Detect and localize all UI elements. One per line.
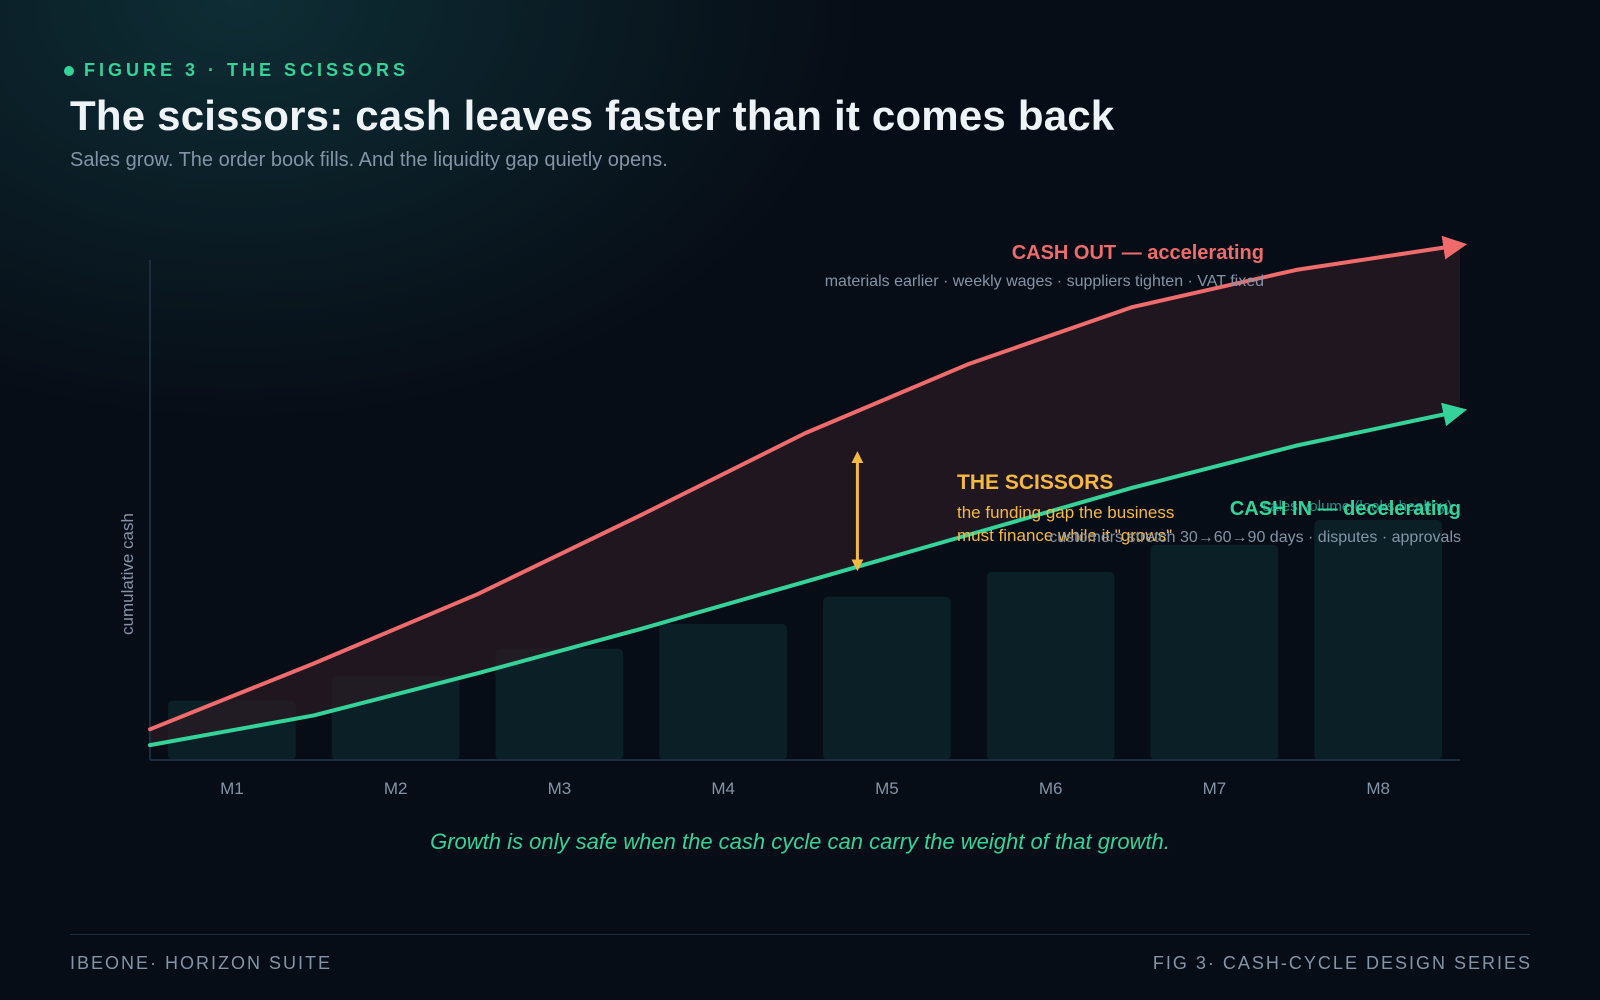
sales-bar-m7 — [1150, 544, 1279, 760]
y-axis-label: cumulative cash — [118, 513, 137, 635]
cash-in-label: CASH IN — decelerating — [1230, 498, 1461, 520]
scissors-annotation-title: THE SCISSORS — [957, 471, 1113, 494]
x-tick-m7: M7 — [1203, 779, 1227, 798]
sales-bar-m4 — [659, 623, 787, 760]
x-tick-m6: M6 — [1039, 779, 1063, 798]
sales-bar-m3 — [495, 648, 624, 760]
x-tick-m4: M4 — [711, 779, 735, 798]
x-tick-m3: M3 — [548, 779, 572, 798]
figure-eyebrow: FIGURE 3 · THE SCISSORS — [64, 60, 409, 81]
footer-series: FIG 3· CASH-CYCLE DESIGN SERIES — [1152, 953, 1532, 973]
chart-caption: Growth is only safe when the cash cycle … — [430, 829, 1170, 854]
eyebrow-dot-icon — [64, 65, 74, 76]
scissors-annotation-line1: the funding gap the business — [957, 503, 1174, 522]
sales-bar-m6 — [986, 571, 1115, 760]
page-subtitle: Sales grow. The order book fills. And th… — [70, 149, 668, 171]
scissors-annotation-line2: must finance while it "grows" — [957, 526, 1172, 545]
page-title: The scissors: cash leaves faster than it… — [70, 92, 1115, 139]
sales-bar-m5 — [823, 596, 951, 760]
x-tick-m8: M8 — [1366, 779, 1390, 798]
x-tick-m2: M2 — [384, 779, 408, 798]
scissors-chart: cumulative cash M1 M2 M3 M4 M5 M6 M7 M8 CASH OU… — [118, 235, 1468, 854]
cash-out-note: materials earlier · weekly wages · suppl… — [825, 273, 1264, 290]
cash-out-label: CASH OUT — accelerating — [1012, 242, 1264, 264]
sales-bar-m8 — [1314, 519, 1442, 760]
x-tick-m5: M5 — [875, 779, 899, 798]
cash-in-note: customers stretch 30→60→90 days · disput… — [1049, 529, 1461, 546]
footer-divider — [70, 934, 1530, 935]
x-tick-m1: M1 — [220, 779, 244, 798]
x-tick-labels: M1 M2 M3 M4 M5 M6 M7 M8 — [220, 779, 1390, 798]
footer-brand: IBEONE· HORIZON SUITE — [70, 953, 333, 973]
cash-out-line — [148, 235, 1468, 732]
eyebrow-text: FIGURE 3 · THE SCISSORS — [84, 60, 410, 80]
sales-bars — [168, 519, 1442, 760]
cash-in-line — [148, 402, 1468, 748]
funding-gap-area — [150, 245, 1460, 746]
sales-volume-label: sales volume (looks healthy) — [1263, 498, 1452, 515]
